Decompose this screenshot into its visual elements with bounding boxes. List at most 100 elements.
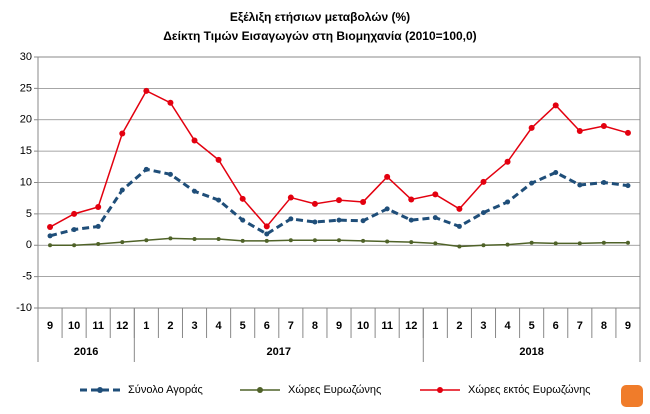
- y-tick-label: 25: [20, 82, 32, 94]
- x-tick-label: 9: [336, 320, 342, 332]
- data-point: [601, 240, 606, 245]
- data-point: [625, 183, 631, 189]
- data-point: [504, 158, 511, 165]
- data-point: [143, 87, 150, 94]
- data-point: [553, 169, 559, 175]
- data-point: [432, 215, 438, 221]
- x-tick-label: 8: [601, 320, 607, 332]
- data-point: [287, 194, 294, 201]
- data-point: [312, 238, 317, 243]
- x-tick-label: 6: [553, 320, 559, 332]
- data-point: [528, 124, 535, 131]
- x-tick-label: 3: [480, 320, 486, 332]
- x-tick-label: 2: [167, 320, 173, 332]
- logo-icon: [621, 385, 643, 407]
- data-point: [240, 238, 245, 243]
- data-point: [72, 243, 77, 248]
- x-tick-label: 4: [504, 320, 511, 332]
- data-point: [336, 197, 342, 204]
- y-tick-label: 30: [20, 51, 32, 63]
- plot-border: [37, 56, 641, 309]
- data-point: [47, 224, 54, 231]
- data-point: [119, 130, 126, 137]
- legend-marker: [97, 387, 103, 393]
- series-line: [49, 89, 629, 228]
- data-point: [624, 129, 631, 136]
- y-tick-label: -10: [16, 302, 32, 314]
- data-point: [552, 102, 559, 109]
- data-point: [71, 210, 78, 217]
- x-tick-label: 11: [381, 320, 393, 332]
- data-point: [288, 238, 293, 243]
- x-tick-label: 5: [529, 320, 535, 332]
- data-point: [192, 236, 197, 241]
- x-tick-label: 6: [264, 320, 270, 332]
- x-tick-label: 12: [116, 320, 128, 332]
- x-tick-label: 2: [456, 320, 462, 332]
- data-point: [360, 218, 366, 224]
- data-point: [480, 210, 486, 216]
- data-point: [47, 233, 53, 239]
- x-group-label: 2017: [267, 346, 291, 358]
- data-point: [143, 166, 149, 172]
- x-group-label: 2016: [74, 346, 98, 358]
- data-point: [312, 219, 318, 225]
- x-group-label: 2018: [519, 346, 543, 358]
- data-point: [167, 171, 173, 177]
- data-point: [577, 241, 582, 246]
- x-tick-label: 10: [357, 320, 369, 332]
- y-tick-label: 20: [20, 114, 32, 126]
- x-tick-label: 8: [312, 320, 318, 332]
- data-point: [336, 217, 342, 223]
- data-point: [505, 199, 511, 205]
- x-tick-label: 7: [288, 320, 294, 332]
- data-point: [144, 238, 149, 243]
- data-point: [529, 180, 535, 186]
- x-tick-label: 4: [216, 320, 223, 332]
- x-tick-label: 1: [143, 320, 149, 332]
- data-point: [168, 236, 173, 241]
- data-point: [600, 123, 607, 130]
- data-point: [456, 223, 462, 229]
- data-point: [263, 223, 270, 230]
- data-point: [384, 173, 391, 180]
- data-point: [71, 227, 77, 233]
- data-point: [96, 241, 101, 246]
- legend-label: Σύνολο Αγοράς: [128, 384, 203, 396]
- data-point: [216, 197, 222, 203]
- data-point: [360, 198, 367, 205]
- x-tick-label: 5: [240, 320, 246, 332]
- data-point: [215, 156, 222, 163]
- chart-title: Εξέλιξη ετήσιων μεταβολών (%): [230, 10, 410, 24]
- data-point: [601, 180, 607, 185]
- legend-marker: [437, 387, 443, 393]
- data-point: [288, 216, 294, 222]
- legend-label: Χώρες Ευρωζώνης: [288, 384, 381, 396]
- data-point: [433, 241, 438, 246]
- x-tick-label: 1: [432, 320, 438, 332]
- data-point: [409, 240, 414, 245]
- x-tick-label: 3: [191, 320, 197, 332]
- data-point: [119, 187, 125, 193]
- chart-subtitle: Δείκτη Τιμών Εισαγωγών στη Βιομηχανία (2…: [163, 29, 476, 43]
- data-point: [577, 182, 583, 188]
- data-point: [408, 196, 415, 203]
- data-point: [191, 137, 198, 144]
- x-tick-label: 10: [68, 320, 80, 332]
- data-point: [529, 240, 534, 245]
- y-tick-label: -5: [22, 271, 32, 283]
- data-point: [457, 244, 462, 249]
- data-point: [192, 188, 198, 194]
- data-point: [505, 242, 510, 247]
- legend-label: Χώρες εκτός Ευρωζώνης: [468, 384, 591, 396]
- data-point: [456, 205, 463, 212]
- data-point: [48, 243, 53, 248]
- data-point: [553, 241, 558, 246]
- data-point: [240, 217, 246, 223]
- data-point: [216, 236, 221, 241]
- y-tick-label: 5: [26, 208, 32, 220]
- data-point: [432, 191, 439, 198]
- data-point: [384, 206, 390, 212]
- data-point: [480, 178, 487, 185]
